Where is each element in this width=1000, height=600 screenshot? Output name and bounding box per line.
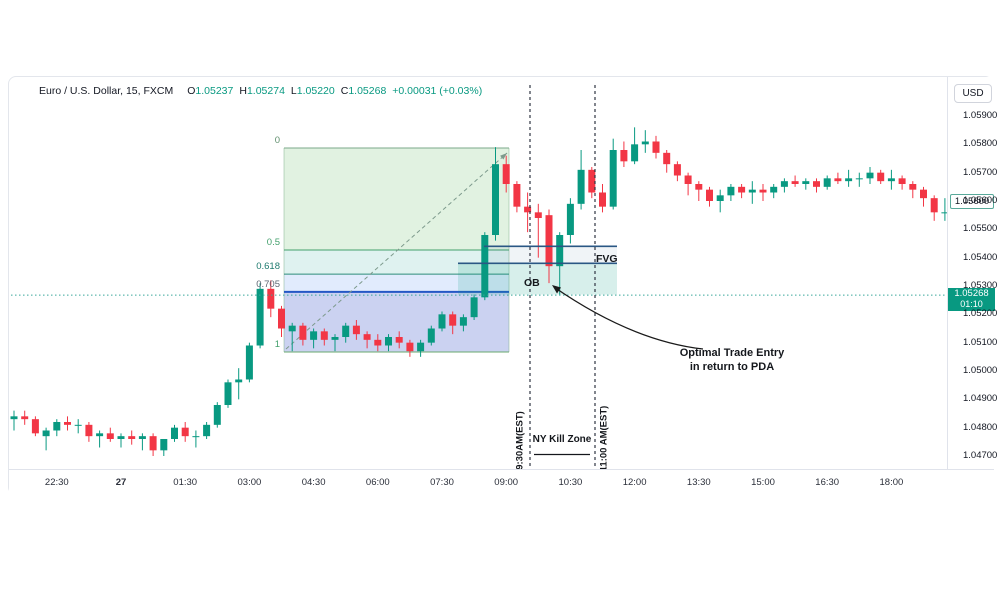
time-axis-label: 15:00 (751, 477, 775, 488)
low-label: L (290, 85, 297, 97)
price-axis-label: 1.05400 (963, 251, 998, 263)
price-axis-label: 1.05100 (963, 336, 998, 348)
annotation-line-1: Optimal Trade Entry (679, 347, 785, 359)
symbol-header: Euro / U.S. Dollar, 15, FXCM O1.05237 H1.0… (39, 85, 482, 97)
fib-level-label: 1 (274, 339, 280, 350)
price-axis-label: 1.04700 (963, 449, 998, 461)
time-axis-label: 06:00 (365, 477, 390, 488)
price-axis-label: 1.05600 (963, 194, 998, 206)
order-block-label: OB (524, 277, 540, 289)
fibonacci-retracement[interactable] (283, 147, 510, 353)
price-axis-label: 1.05200 (963, 308, 998, 320)
time-axis-label: 22:30 (44, 477, 69, 488)
candlestick-chart[interactable] (9, 77, 994, 496)
open-value: 1.05237 (195, 85, 234, 97)
killzone-title: NY Kill Zone (532, 434, 592, 445)
highlighted-price-label: 1.05600 (950, 194, 994, 209)
time-axis-label: 18:00 (879, 477, 904, 488)
fib-level-label: 0.618 (256, 261, 280, 273)
candles (10, 127, 960, 456)
price-axis-label: 1.05700 (963, 166, 998, 178)
time-axis-label: 03:00 (237, 477, 262, 488)
currency-toggle-button[interactable]: USD (954, 84, 992, 103)
last-price-value: 1.05268 (954, 288, 989, 299)
price-axis-label: 1.05800 (963, 138, 998, 150)
time-axis-label: 04:30 (301, 477, 326, 488)
price-axis-label: 1.05500 (963, 223, 998, 235)
time-axis-label: 12:00 (622, 477, 647, 488)
time-axis-label: 01:30 (173, 477, 198, 488)
last-price-badge: 1.05268 01:10 (948, 288, 995, 311)
price-axis-label: 1.05300 (963, 279, 998, 291)
time-axis-label: 13:30 (686, 477, 711, 488)
close-value: 1.05268 (348, 85, 387, 97)
price-axis[interactable]: 1.05600 1.05268 01:10 1.05900 1.05800 1.05… (947, 77, 998, 469)
price-axis-label: 1.05000 (963, 364, 998, 376)
chart-panel: Euro / U.S. Dollar, 15, FXCM O1.05237 H1.0… (8, 76, 998, 496)
price-axis-label: 1.04900 (963, 393, 998, 405)
time-axis-label: 09:00 (494, 477, 519, 488)
killzone-lines[interactable] (529, 85, 596, 467)
trend-diagonal-arrowhead (500, 153, 507, 160)
close-label: C (340, 85, 349, 97)
time-axis[interactable]: 22:30 27 01:30 03:00 04:30 06:00 07:30 09:00 10:… (9, 469, 994, 496)
fair-value-gap-label: FVG (596, 253, 618, 265)
trend-diagonal[interactable] (285, 152, 508, 350)
change-value: +0.00031 (+0.03%) (392, 85, 483, 97)
fvg-lines[interactable] (458, 245, 617, 265)
time-axis-label: 16:30 (815, 477, 840, 488)
annotation-line-2: in return to PDA (689, 360, 775, 373)
low-value: 1.05220 (296, 85, 335, 97)
bar-countdown: 01:10 (960, 299, 983, 309)
open-label: O (187, 85, 196, 97)
symbol-title: Euro / U.S. Dollar, 15, FXCM (39, 85, 174, 97)
fib-level-label: 0 (274, 135, 280, 147)
fib-level-label: 0.5 (266, 237, 280, 248)
price-axis-label: 1.04800 (963, 421, 998, 433)
time-axis-label: 07:30 (430, 477, 454, 488)
fib-level-label: 0.705 (256, 278, 280, 290)
trade-entry-annotation: Optimal Trade Entry in return to PDA (642, 347, 822, 374)
high-label: H (239, 85, 247, 97)
trade-entry-arrow (552, 285, 704, 350)
price-axis-label: 1.05900 (963, 110, 998, 121)
high-value: 1.05274 (246, 85, 285, 97)
time-axis-label: 27 (115, 477, 127, 488)
time-axis-label: 10:30 (558, 477, 583, 488)
